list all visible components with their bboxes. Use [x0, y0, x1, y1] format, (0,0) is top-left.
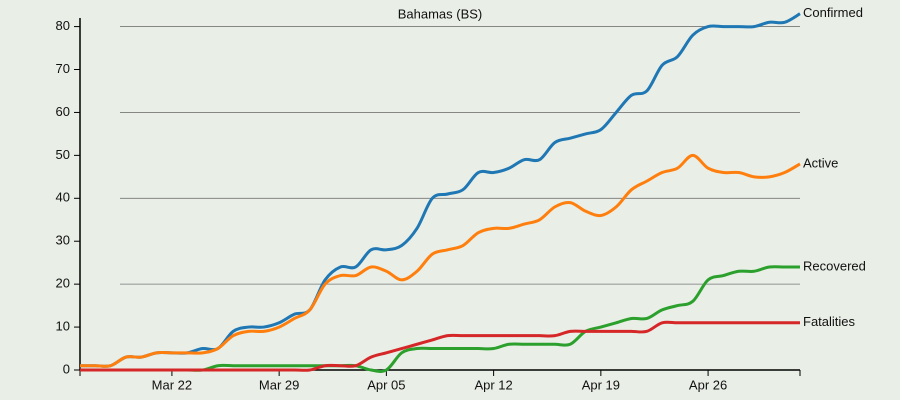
series-label: Confirmed [803, 5, 863, 20]
chart-title: Bahamas (BS) [398, 6, 483, 21]
series-line [79, 265, 800, 373]
x-tick-label: Apr 26 [689, 377, 727, 392]
series-line [80, 153, 801, 368]
y-tick-label: 0 [63, 361, 70, 376]
series-label: Recovered [803, 258, 866, 273]
series-line [80, 12, 801, 368]
y-tick-label: 70 [56, 61, 70, 76]
x-tick-label: Apr 12 [474, 377, 512, 392]
y-tick-label: 80 [56, 18, 70, 33]
y-tick-label: 30 [56, 233, 70, 248]
y-tick-label: 50 [56, 147, 70, 162]
x-tick-label: Apr 05 [367, 377, 405, 392]
series-label: Active [803, 155, 838, 170]
x-tick-label: Mar 22 [152, 377, 192, 392]
y-tick-label: 40 [56, 190, 70, 205]
y-tick-label: 20 [56, 276, 70, 291]
x-tick-label: Mar 29 [259, 377, 299, 392]
y-tick-label: 10 [56, 319, 70, 334]
series-label: Fatalities [803, 314, 856, 329]
x-tick-label: Apr 19 [582, 377, 620, 392]
y-tick-label: 60 [56, 104, 70, 119]
series-line [79, 320, 800, 372]
